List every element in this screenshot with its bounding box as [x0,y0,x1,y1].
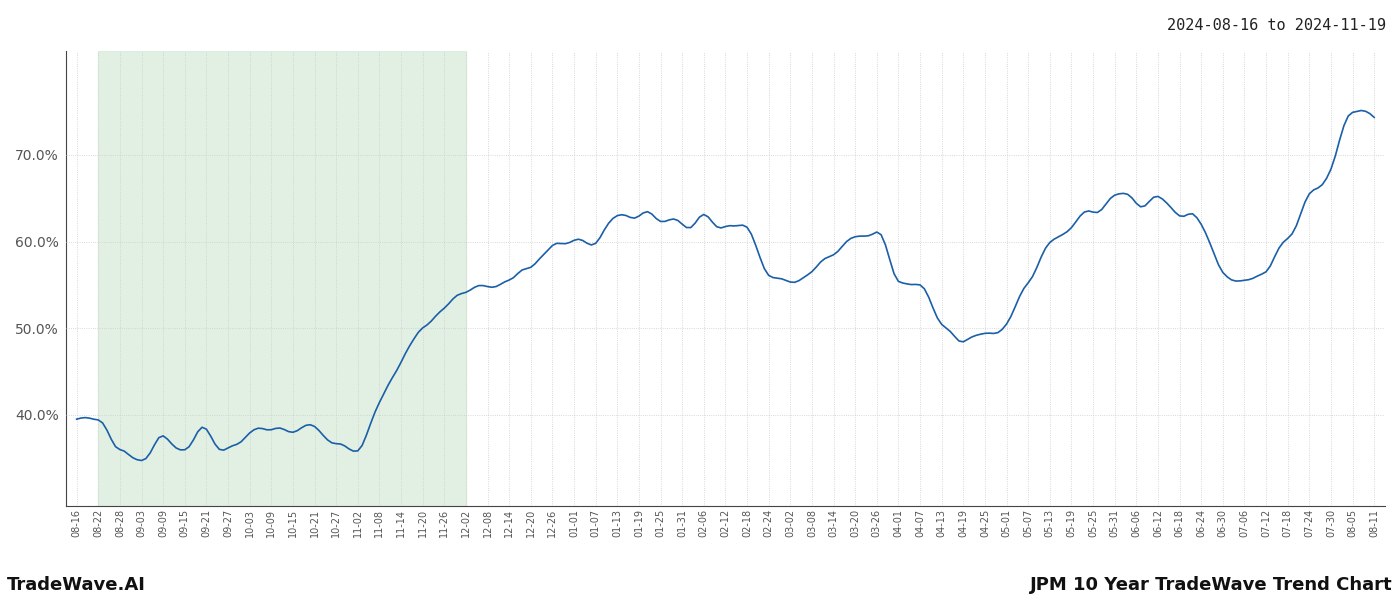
Text: JPM 10 Year TradeWave Trend Chart: JPM 10 Year TradeWave Trend Chart [1030,576,1393,594]
Text: TradeWave.AI: TradeWave.AI [7,576,146,594]
Text: 2024-08-16 to 2024-11-19: 2024-08-16 to 2024-11-19 [1168,18,1386,33]
Bar [98,51,466,506]
